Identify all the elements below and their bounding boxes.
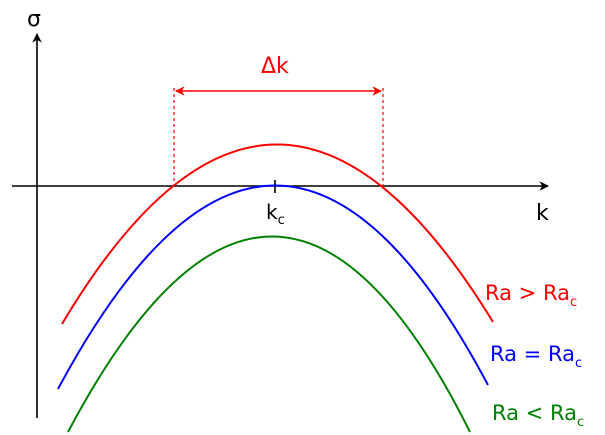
x-axis-label: k <box>536 201 549 226</box>
curve-critical <box>57 184 489 390</box>
legend-supercritical: Ra > Rac <box>485 281 577 310</box>
legend-critical: Ra = Rac <box>490 342 582 371</box>
delta-label: Δk <box>261 54 289 79</box>
curve-subcritical <box>67 235 471 433</box>
curve-supercritical <box>61 143 494 325</box>
legend-subcritical: Ra < Rac <box>492 401 584 430</box>
y-axis-label: σ <box>27 7 41 32</box>
kc-label: kc <box>266 200 285 228</box>
